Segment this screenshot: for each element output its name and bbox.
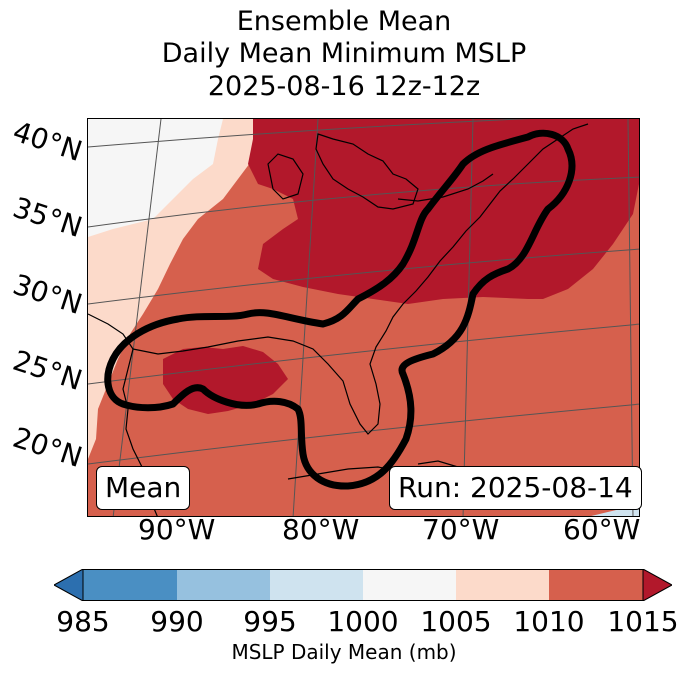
lat-label-30: 30°N — [8, 267, 87, 322]
colorbar-seg-995 — [270, 569, 363, 601]
cbar-tick-1005: 1005 — [420, 605, 492, 638]
lon-label-90w: 90°W — [138, 513, 216, 546]
colorbar-seg-1010 — [549, 569, 643, 601]
map-panel — [87, 118, 640, 517]
cbar-tick-1000: 1000 — [327, 605, 399, 638]
mean-label-box: Mean — [96, 466, 191, 510]
colorbar-seg-1000 — [363, 569, 456, 601]
lat-label-40: 40°N — [8, 114, 87, 169]
cbar-tick-1010: 1010 — [513, 605, 585, 638]
lat-label-35: 35°N — [8, 190, 87, 245]
lon-label-80w: 80°W — [282, 513, 360, 546]
colorbar-extend-high — [642, 569, 672, 601]
colorbar — [54, 569, 672, 601]
colorbar-extend-low — [54, 569, 84, 601]
colorbar-seg-985 — [83, 569, 177, 601]
lat-label-25: 25°N — [8, 343, 87, 398]
map-svg — [88, 119, 639, 516]
cbar-tick-990: 990 — [150, 605, 204, 638]
run-label-box: Run: 2025-08-14 — [389, 466, 642, 510]
cbar-tick-985: 985 — [56, 605, 110, 638]
title-line-3: 2025-08-16 12z-12z — [207, 71, 481, 102]
threshold-contour — [104, 129, 576, 490]
lat-label-20: 20°N — [8, 420, 87, 475]
cbar-tick-995: 995 — [243, 605, 297, 638]
title-line-2: Daily Mean Minimum MSLP — [161, 38, 527, 69]
lon-label-70w: 70°W — [422, 513, 500, 546]
title-line-1: Ensemble Mean — [236, 6, 452, 37]
colorbar-seg-1005 — [456, 569, 549, 601]
colorbar-label: MSLP Daily Mean (mb) — [231, 640, 457, 664]
colorbar-seg-990 — [177, 569, 270, 601]
lon-label-60w: 60°W — [563, 513, 641, 546]
colorbar-frame — [82, 569, 644, 601]
field-1000 — [88, 119, 223, 237]
cbar-tick-1015: 1015 — [607, 605, 679, 638]
field-1015-gulf — [163, 346, 288, 414]
field-1015-ne — [248, 119, 639, 304]
